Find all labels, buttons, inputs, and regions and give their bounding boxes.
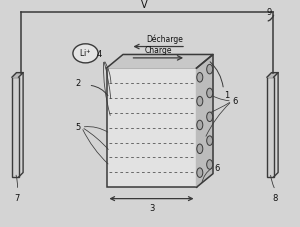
Text: 1: 1 bbox=[224, 91, 230, 100]
Ellipse shape bbox=[207, 64, 213, 74]
Text: 7: 7 bbox=[15, 194, 20, 203]
Text: 2: 2 bbox=[75, 79, 80, 89]
Text: Li$^{+}$: Li$^{+}$ bbox=[79, 47, 92, 59]
Ellipse shape bbox=[207, 160, 213, 169]
Polygon shape bbox=[196, 54, 213, 187]
Text: Décharge: Décharge bbox=[146, 34, 183, 44]
Circle shape bbox=[73, 44, 98, 63]
Bar bbox=[12, 77, 19, 177]
Text: 6: 6 bbox=[214, 164, 220, 173]
Text: 5: 5 bbox=[75, 123, 80, 132]
Bar bbox=[106, 68, 196, 187]
Text: 6: 6 bbox=[232, 96, 238, 106]
Polygon shape bbox=[12, 73, 23, 77]
Ellipse shape bbox=[197, 96, 203, 106]
Polygon shape bbox=[267, 73, 278, 77]
Text: Charge: Charge bbox=[145, 46, 172, 55]
Bar bbox=[267, 77, 274, 177]
Text: V: V bbox=[141, 0, 147, 10]
Ellipse shape bbox=[207, 88, 213, 98]
Polygon shape bbox=[106, 54, 213, 68]
Ellipse shape bbox=[197, 144, 203, 153]
Ellipse shape bbox=[207, 136, 213, 145]
Ellipse shape bbox=[197, 72, 203, 82]
Ellipse shape bbox=[197, 120, 203, 130]
Text: 4: 4 bbox=[96, 50, 101, 59]
Text: 3: 3 bbox=[149, 204, 154, 213]
Text: 8: 8 bbox=[273, 194, 278, 203]
Text: 9: 9 bbox=[266, 8, 272, 17]
Ellipse shape bbox=[197, 168, 203, 178]
Ellipse shape bbox=[207, 112, 213, 121]
